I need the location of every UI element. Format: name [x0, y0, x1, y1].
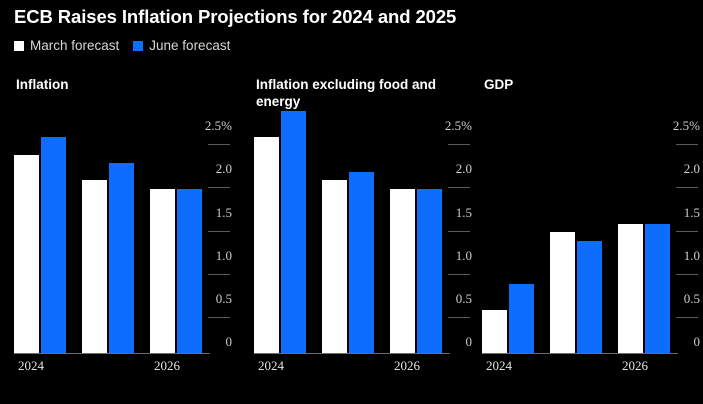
x-axis-label: 2024	[486, 358, 512, 373]
x-axis-line	[14, 353, 210, 354]
bar-june[interactable]	[109, 163, 134, 353]
bar-groups	[254, 111, 442, 353]
y-axis-tick-label: 2.5%	[672, 118, 700, 134]
y-axis: 2.5% 2.0 1.5 1.0 0.5 0	[426, 118, 473, 353]
x-axis-label: 2026	[154, 358, 180, 373]
y-axis-tick-label: 1.5	[683, 204, 700, 220]
bar-group	[390, 120, 442, 353]
x-axis-labels: 2024 2026	[482, 358, 678, 378]
y-axis-tick-label: 1.5	[455, 204, 472, 220]
y-axis-tick-mark	[676, 230, 698, 232]
y-axis-tick-mark	[448, 144, 470, 146]
legend-label-june: June forecast	[149, 38, 231, 53]
y-axis-tick-mark	[448, 316, 470, 318]
y-axis-tick-label: 1.0	[683, 247, 700, 263]
x-axis-labels: 2024 2026	[14, 358, 210, 378]
blue-square-swatch-icon	[133, 40, 144, 51]
y-axis-tick-mark	[208, 144, 230, 146]
bar-june[interactable]	[417, 189, 442, 353]
y-axis-tick-mark	[448, 273, 470, 275]
y-axis-tick-mark	[208, 230, 230, 232]
x-axis-line	[254, 353, 450, 354]
bar-group	[254, 111, 306, 353]
panel-title: GDP	[484, 77, 514, 92]
y-axis-tick-label: 0	[465, 334, 473, 349]
y-axis-tick-label: 0.5	[455, 290, 472, 306]
bar-march[interactable]	[482, 309, 507, 353]
plot-area	[254, 111, 442, 353]
bar-march[interactable]	[618, 223, 643, 353]
chart-headline: ECB Raises Inflation Projections for 202…	[14, 6, 457, 27]
bar-group	[550, 120, 602, 353]
bar-march[interactable]	[14, 154, 39, 353]
bar-group	[322, 120, 374, 353]
chart-legend: March forecast June forecast	[14, 38, 230, 53]
bar-group	[618, 120, 670, 353]
y-axis: 2.5% 2.0 1.5 1.0 0.5 0	[186, 118, 233, 353]
x-axis-label: 2024	[258, 358, 284, 373]
y-axis-tick-mark	[676, 144, 698, 146]
white-square-swatch-icon	[14, 40, 24, 51]
bar-june[interactable]	[177, 189, 202, 353]
y-axis-tick-label: 1.0	[215, 247, 232, 263]
y-axis-tick-label: 2.0	[215, 161, 232, 177]
bar-group	[14, 120, 66, 353]
y-axis-tick-mark	[676, 187, 698, 189]
chart-panel-core-inflation: Inflation excluding food and energy 2.5%…	[248, 76, 473, 404]
y-axis-tick-label: 0	[225, 334, 233, 349]
panel-title: Inflation excluding food and energy	[256, 77, 436, 109]
plot-area	[482, 120, 670, 353]
y-axis-tick-label: 2.5%	[204, 118, 232, 134]
bar-group	[82, 120, 134, 353]
y-axis-tick-mark	[676, 273, 698, 275]
x-axis-labels: 2024 2026	[254, 358, 450, 378]
panel-title: Inflation	[16, 77, 69, 92]
bar-june[interactable]	[577, 240, 602, 353]
bar-march[interactable]	[254, 137, 279, 353]
bar-june[interactable]	[41, 137, 66, 353]
y-axis-tick-label: 0	[693, 334, 701, 349]
bar-june[interactable]	[509, 283, 534, 353]
y-axis-tick-mark	[448, 230, 470, 232]
bar-june[interactable]	[281, 111, 306, 353]
legend-label-march: March forecast	[30, 38, 120, 53]
y-axis-tick-mark	[676, 316, 698, 318]
chart-panel-gdp: GDP 2.5% 2.0 1.5 1.0 0.5 0 2024 2026	[474, 76, 701, 404]
legend-item-june: June forecast	[133, 38, 230, 53]
bar-march[interactable]	[322, 180, 347, 353]
chart-panels: Inflation 2.5% 2.0 1.5 1.0 0.5 0 2024 2026 Inf…	[0, 76, 703, 404]
bar-june[interactable]	[349, 171, 374, 353]
bar-march[interactable]	[550, 232, 575, 353]
y-axis-tick-mark	[208, 316, 230, 318]
bar-june[interactable]	[645, 223, 670, 353]
y-axis-tick-label: 0.5	[683, 290, 700, 306]
bar-group	[150, 120, 202, 353]
bar-march[interactable]	[82, 180, 107, 353]
y-axis-tick-label: 2.0	[455, 161, 472, 177]
bar-march[interactable]	[390, 189, 415, 353]
y-axis-tick-label: 2.0	[683, 161, 700, 177]
x-axis-label: 2026	[622, 358, 648, 373]
y-axis-tick-label: 2.5%	[444, 118, 472, 134]
y-axis-tick-mark	[208, 187, 230, 189]
x-axis-line	[482, 353, 678, 354]
y-axis-tick-mark	[208, 273, 230, 275]
y-axis-tick-mark	[448, 187, 470, 189]
legend-item-march: March forecast	[14, 38, 119, 53]
y-axis-tick-label: 1.5	[215, 204, 232, 220]
bar-groups	[14, 120, 202, 353]
y-axis-tick-label: 0.5	[215, 290, 232, 306]
x-axis-label: 2026	[394, 358, 420, 373]
bar-march[interactable]	[150, 189, 175, 353]
y-axis-tick-label: 1.0	[455, 247, 472, 263]
chart-panel-inflation: Inflation 2.5% 2.0 1.5 1.0 0.5 0 2024 2026	[8, 76, 233, 404]
x-axis-label: 2024	[18, 358, 44, 373]
y-axis: 2.5% 2.0 1.5 1.0 0.5 0	[654, 118, 701, 353]
plot-area	[14, 120, 202, 353]
bar-groups	[482, 120, 670, 353]
bar-group	[482, 120, 534, 353]
